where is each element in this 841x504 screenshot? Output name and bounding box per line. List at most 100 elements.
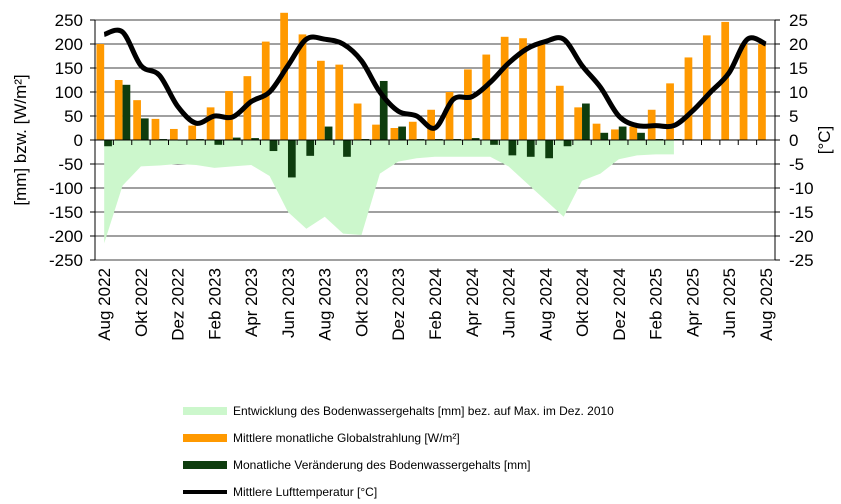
bar-soil-water-change	[232, 137, 241, 140]
bar-radiation	[666, 83, 674, 140]
y-tick-label: -150	[49, 203, 83, 222]
x-tick-label: Apr 2025	[683, 268, 702, 337]
axes	[90, 19, 780, 261]
bar-soil-water-change	[379, 80, 388, 140]
x-tick-label: Aug 2025	[757, 268, 776, 341]
bar-radiation	[114, 80, 123, 140]
y-tick-label: -200	[49, 227, 83, 246]
legend-swatch	[183, 407, 227, 415]
bar-radiation	[133, 100, 141, 140]
bar-radiation	[169, 128, 178, 140]
bar-radiation	[261, 41, 270, 140]
bar-soil-water-change	[637, 132, 645, 140]
bar-radiation	[537, 44, 546, 140]
y2-tick-label: 5	[789, 107, 798, 126]
bar-radiation	[353, 103, 362, 140]
bar-soil-water-change	[618, 126, 627, 140]
legend: Entwicklung des Bodenwassergehalts [mm] …	[183, 404, 614, 499]
bar-soil-water-change	[269, 140, 278, 152]
legend-swatch	[183, 434, 227, 442]
bar-radiation	[335, 64, 344, 140]
bar-soil-water-change	[140, 118, 149, 140]
y-tick-label: -100	[49, 179, 83, 198]
bar-soil-water-change	[563, 140, 572, 147]
y-tick-label: 200	[55, 35, 83, 54]
bar-radiation	[758, 44, 766, 140]
legend-label: Monatliche Veränderung des Bodenwasserge…	[233, 458, 531, 472]
series-temperature-line	[103, 27, 767, 131]
y2-tick-label: 0	[789, 131, 798, 150]
bar-soil-water-change	[398, 126, 406, 140]
x-tick-label: Okt 2022	[132, 268, 151, 337]
y-tick-label: -250	[49, 251, 83, 270]
bar-radiation	[684, 57, 693, 140]
bar-radiation	[574, 107, 583, 140]
y-tick-label: 150	[55, 59, 83, 78]
bar-soil-water-change	[508, 140, 517, 156]
bar-soil-water-change	[287, 140, 296, 178]
bar-radiation	[390, 128, 399, 140]
bar-radiation	[464, 69, 472, 140]
y-tick-label: 100	[55, 83, 83, 102]
y2-axis-title: [°C]	[815, 126, 834, 155]
bar-radiation	[500, 36, 509, 140]
x-tick-label: Feb 2023	[205, 268, 224, 340]
bar-radiation	[611, 129, 619, 140]
bar-radiation	[408, 121, 417, 140]
y-tick-label: 0	[74, 131, 83, 150]
bar-soil-water-change	[490, 140, 498, 145]
bar-radiation	[427, 109, 435, 140]
bar-radiation	[592, 123, 601, 140]
y2-tick-label: -25	[789, 251, 814, 270]
bar-soil-water-change	[582, 103, 590, 140]
soil-water-area	[104, 140, 674, 244]
bar-radiation	[151, 118, 160, 140]
y-tick-label: 250	[55, 11, 83, 30]
bar-radiation	[555, 85, 564, 140]
bar-soil-water-change	[545, 140, 553, 159]
y2-tick-label: -15	[789, 203, 814, 222]
bar-soil-water-change	[600, 132, 609, 140]
bar-radiation	[629, 126, 638, 140]
bar-soil-water-change	[306, 140, 315, 156]
x-tick-label: Dez 2023	[389, 268, 408, 341]
x-tick-label: Apr 2024	[463, 268, 482, 337]
bar-soil-water-change	[471, 138, 480, 140]
bar-soil-water-change	[526, 140, 535, 157]
temperature-line-group	[103, 27, 767, 131]
bar-soil-water-change	[214, 140, 223, 145]
bar-radiation	[482, 54, 491, 141]
legend-label: Mittlere Lufttemperatur [°C]	[233, 485, 377, 499]
series-soil-water-area	[104, 140, 674, 244]
x-tick-label: Jun 2023	[279, 268, 298, 338]
y2-tick-label: 25	[789, 11, 808, 30]
bar-radiation	[280, 12, 288, 140]
x-tick-label: Aug 2024	[536, 268, 555, 341]
x-tick-label: Aug 2022	[95, 268, 114, 341]
bar-radiation	[188, 125, 197, 140]
bar-soil-water-change	[104, 140, 112, 147]
legend-label: Entwicklung des Bodenwassergehalts [mm] …	[233, 404, 614, 418]
y2-tick-label: -10	[789, 179, 814, 198]
bar-radiation	[298, 34, 307, 140]
y2-tick-label: -20	[789, 227, 814, 246]
x-tick-label: Okt 2023	[352, 268, 371, 337]
y2-tick-label: 15	[789, 59, 808, 78]
bar-radiation	[702, 35, 711, 140]
legend-swatch	[183, 461, 227, 469]
y-tick-label: 50	[64, 107, 83, 126]
x-tick-label: Okt 2024	[573, 268, 592, 337]
y-axis-title: [mm] bzw. [W/m²]	[11, 74, 30, 205]
x-tick-label: Jun 2024	[500, 268, 519, 338]
x-tick-label: Apr 2023	[242, 268, 261, 337]
y-tick-label: -50	[58, 155, 83, 174]
x-tick-label: Aug 2023	[316, 268, 335, 341]
bar-radiation	[519, 38, 527, 140]
x-tick-label: Feb 2024	[426, 268, 445, 340]
bar-soil-water-change	[122, 84, 131, 140]
bar-radiation	[445, 92, 454, 140]
bar-radiation	[739, 44, 748, 140]
x-tick-label: Jun 2025	[720, 268, 739, 338]
bar-radiation	[372, 124, 380, 140]
